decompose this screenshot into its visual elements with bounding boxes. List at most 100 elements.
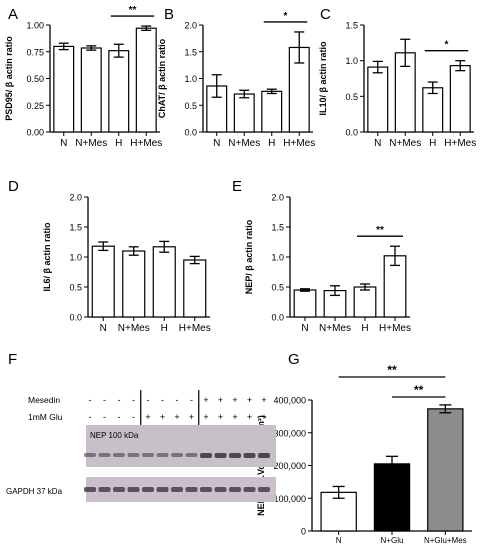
blot-sign-mesedin: +	[232, 395, 237, 405]
blot-gapdh-bands	[84, 487, 270, 492]
bar	[152, 246, 176, 318]
bar	[122, 250, 146, 318]
y-tick-label: 1.5	[345, 21, 358, 31]
x-tick-label: N+Mes	[228, 138, 260, 149]
bar	[261, 90, 283, 133]
blot-band-gapdh	[229, 487, 241, 492]
y-tick-label: 0	[301, 527, 306, 537]
y-tick-label: 0.5	[271, 283, 284, 293]
y-axis-label: IL10/ β actin ratio	[318, 41, 328, 116]
bar	[422, 87, 444, 133]
y-axis-label: PSD95/ β actin ratio	[4, 36, 14, 121]
blot-band-nep	[214, 453, 227, 458]
y-tick-label: 0.0	[271, 313, 284, 323]
bar	[53, 45, 75, 133]
blot-band-nep	[229, 453, 241, 458]
blot-sign-mesedin: -	[176, 395, 179, 405]
blot-nep-label: NEP 100 kDa	[90, 431, 139, 440]
blot-sign-mesedin: -	[118, 395, 121, 405]
y-tick-label: 1.0	[345, 56, 358, 66]
blot-band-gapdh	[243, 487, 256, 492]
x-tick-label: H+Mes	[283, 138, 315, 149]
blot-sign-glu: +	[189, 412, 194, 422]
blot-band-nep	[171, 453, 183, 457]
blot-sign-glu: -	[103, 412, 106, 422]
blot-band-gapdh	[142, 487, 154, 492]
blot-band-nep	[185, 453, 198, 457]
x-tick-label: H	[268, 138, 275, 149]
panel-letter-e: E	[232, 178, 242, 195]
x-tick-label: N	[60, 138, 67, 149]
blot-band-gapdh	[84, 487, 96, 492]
bar	[91, 245, 115, 318]
significance-label: *	[445, 40, 449, 51]
y-tick-label: 0.75	[26, 47, 44, 57]
x-tick-label: N+Mes	[319, 323, 351, 334]
x-tick-label: N	[213, 138, 220, 149]
y-tick-label: 0.0	[184, 128, 197, 138]
blot-band-nep	[243, 453, 256, 458]
blot-sign-mesedin: +	[203, 395, 208, 405]
blot-sign-mesedin: +	[247, 395, 252, 405]
y-axis-label: IL6/ β actin ratio	[42, 222, 52, 292]
bar	[427, 408, 464, 532]
blot-nep-bands	[84, 453, 270, 458]
y-tick-label: 0.0	[345, 128, 358, 138]
panel-letter-f: F	[8, 351, 17, 368]
blot-band-gapdh	[156, 487, 169, 492]
blot-sign-glu: +	[218, 412, 223, 422]
y-tick-label: 0.5	[345, 92, 358, 102]
blot-sign-glu: +	[261, 412, 266, 422]
y-tick-label: 1.5	[271, 223, 284, 233]
y-tick-label: 2.0	[69, 193, 82, 203]
y-tick-label: 1.5	[184, 47, 197, 57]
blot-sign-glu: +	[145, 412, 150, 422]
x-tick-label: N+Mes	[389, 138, 421, 149]
y-tick-label: 2.0	[271, 193, 284, 203]
y-tick-label: 2.0	[184, 21, 197, 31]
blot-sign-mesedin: -	[147, 395, 150, 405]
x-tick-label: N+Mes	[75, 138, 107, 149]
blot-sign-mesedin: +	[261, 395, 266, 405]
bar	[80, 47, 102, 133]
panel-letter-d: D	[8, 178, 19, 195]
chart-b-chat: 0.0 0.5 1.0 1.5 2.0 ChAT/ β actin ratio N N+Mes…	[157, 11, 315, 149]
blot-sign-mesedin: -	[190, 395, 193, 405]
x-tick-label: N	[374, 138, 381, 149]
significance-label: **	[414, 383, 424, 397]
y-tick-label: 1.0	[184, 74, 197, 84]
chart-a-psd95: 0.00 0.25 0.50 0.75 1.00 PSD95/ β actin ratio…	[4, 5, 162, 149]
bar	[353, 286, 377, 318]
y-axis-label: ChAT/ β actin ratio	[157, 38, 167, 118]
y-tick-label: 0.25	[26, 101, 44, 111]
blot-band-nep	[127, 453, 140, 457]
y-tick-label: 1.0	[271, 253, 284, 263]
x-tick-label: H	[115, 138, 122, 149]
blot-band-nep	[142, 453, 154, 457]
blot-band-nep	[98, 453, 111, 457]
bar	[449, 65, 471, 133]
blot-band-gapdh	[200, 487, 212, 492]
x-tick-label: H	[161, 323, 168, 334]
blot-band-gapdh	[171, 487, 183, 492]
blot-band-gapdh	[214, 487, 227, 492]
x-tick-label: H	[361, 323, 368, 334]
x-tick-label: H+Mes	[130, 138, 162, 149]
y-tick-label: 100,000	[273, 494, 306, 504]
y-tick-label: 300,000	[273, 428, 306, 438]
y-tick-label: 0.5	[184, 101, 197, 111]
blot-band-nep	[258, 453, 270, 458]
y-tick-label: 1.5	[69, 223, 82, 233]
blot-band-gapdh	[98, 487, 111, 492]
blot-sign-mesedin: -	[132, 395, 135, 405]
x-tick-label: N	[336, 536, 342, 545]
blot-sign-mesedin: -	[89, 395, 92, 405]
y-tick-label: 0.00	[26, 128, 44, 138]
blot-sign-glu: +	[232, 412, 237, 422]
blot-band-nep	[156, 453, 169, 457]
blot-nep-strip	[86, 425, 276, 467]
bar	[367, 66, 389, 133]
x-tick-label: N	[301, 323, 308, 334]
blot-band-gapdh	[127, 487, 140, 492]
blot-sign-glu: +	[203, 412, 208, 422]
